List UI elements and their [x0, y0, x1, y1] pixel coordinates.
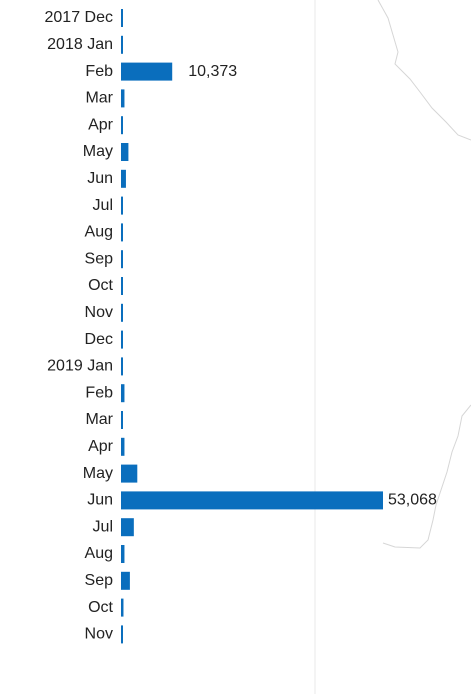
category-labels: 2017 Dec 2018 Jan Feb Mar Apr May Jun Jul Aug Sep…: [45, 9, 114, 642]
map-border-top: [377, 0, 471, 141]
bar[interactable]: [121, 437, 125, 456]
bar[interactable]: [121, 62, 173, 81]
category-label: Mar: [85, 90, 113, 107]
bars: [121, 9, 383, 644]
bar[interactable]: [121, 518, 134, 537]
map-border-bottom: [382, 404, 471, 549]
category-label: Jun: [87, 170, 113, 187]
bar[interactable]: [121, 250, 123, 269]
category-label: Jul: [93, 518, 113, 535]
value-labels: 10,373 53,068: [188, 63, 437, 509]
category-label: Oct: [88, 277, 113, 294]
bar[interactable]: [121, 9, 123, 27]
data-label: 10,373: [188, 63, 237, 80]
bar[interactable]: [121, 411, 123, 429]
category-label: Sep: [85, 572, 114, 589]
bar[interactable]: [121, 625, 123, 644]
category-label: 2017 Dec: [45, 9, 114, 26]
background-map: [314, 0, 471, 694]
category-label: Apr: [88, 438, 114, 455]
bar[interactable]: [121, 89, 125, 108]
category-label: Aug: [85, 224, 113, 241]
category-label: 2019 Jan: [47, 358, 113, 375]
category-label: Feb: [85, 384, 113, 401]
bar[interactable]: [121, 464, 138, 483]
category-label: Feb: [85, 63, 113, 80]
category-label: Mar: [85, 411, 113, 428]
category-label: Sep: [85, 250, 114, 267]
bar[interactable]: [121, 357, 123, 376]
category-label: Aug: [85, 545, 113, 562]
bar[interactable]: [121, 571, 130, 590]
bar[interactable]: [121, 143, 129, 161]
bar[interactable]: [121, 598, 124, 617]
bar[interactable]: [121, 545, 125, 563]
bar[interactable]: [121, 116, 123, 135]
category-label: May: [83, 143, 113, 160]
bar[interactable]: [121, 169, 126, 188]
category-label: Dec: [85, 331, 113, 348]
category-label: Nov: [85, 626, 113, 643]
category-label: Jul: [93, 197, 113, 214]
bar[interactable]: [121, 384, 125, 403]
bar[interactable]: [121, 35, 123, 54]
category-label: Nov: [85, 304, 113, 321]
category-label: Jun: [87, 492, 113, 509]
category-label: Apr: [88, 116, 114, 133]
bar[interactable]: [121, 223, 123, 242]
category-label: 2018 Jan: [47, 36, 113, 53]
bar[interactable]: [121, 303, 123, 322]
category-label: May: [83, 465, 113, 482]
category-label: Oct: [88, 599, 113, 616]
data-label: 53,068: [388, 492, 437, 509]
bar[interactable]: [121, 196, 123, 215]
bar[interactable]: [121, 330, 123, 349]
bar[interactable]: [121, 277, 123, 295]
bar[interactable]: [121, 491, 383, 510]
